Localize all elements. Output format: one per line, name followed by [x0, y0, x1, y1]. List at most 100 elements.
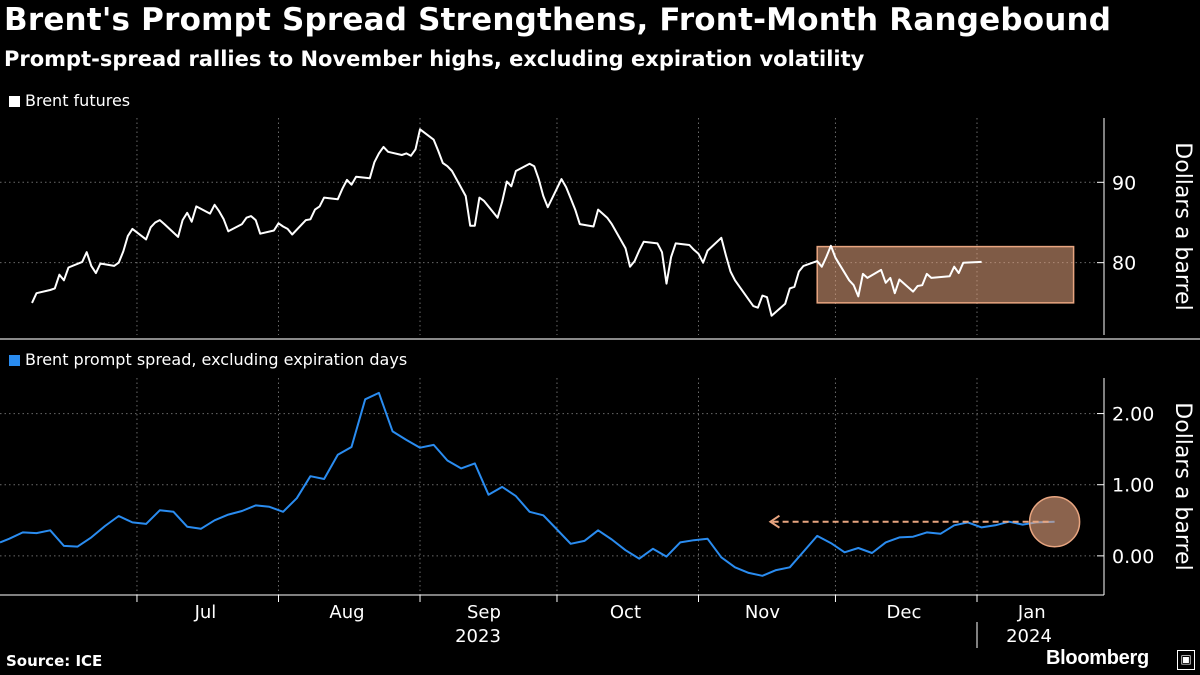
data-point [853, 284, 855, 286]
arrow-head [768, 514, 780, 529]
legend-swatch [9, 96, 20, 107]
data-point [1008, 0, 1010, 1]
data-point [597, 208, 599, 210]
data-point [834, 257, 836, 259]
y-tick-label: 80 [1112, 253, 1136, 275]
data-point [656, 242, 658, 244]
data-point [67, 266, 69, 268]
data-point [433, 444, 435, 446]
data-point [227, 230, 229, 232]
data-point [63, 279, 65, 281]
data-point [789, 287, 791, 289]
data-point [323, 478, 325, 480]
x-year-label: 2024 [1006, 626, 1052, 647]
data-point [282, 225, 284, 227]
data-point [871, 552, 873, 554]
data-point [58, 274, 60, 276]
legend-label: Brent prompt spread, excluding expiratio… [25, 350, 407, 369]
data-point [583, 540, 585, 542]
data-point [227, 513, 229, 515]
data-point [638, 249, 640, 251]
data-point [90, 536, 92, 538]
data-point [314, 208, 316, 210]
data-point [821, 266, 823, 268]
data-point [766, 296, 768, 298]
data-point [195, 205, 197, 207]
data-point [633, 260, 635, 262]
data-point [474, 462, 476, 464]
data-point [784, 303, 786, 305]
data-point [843, 551, 845, 553]
data-point [127, 235, 129, 237]
data-point [378, 152, 380, 154]
data-point [405, 152, 407, 154]
data-point [350, 446, 352, 448]
data-point [912, 290, 914, 292]
data-point [1017, 0, 1019, 1]
data-point [373, 161, 375, 163]
data-point [341, 188, 343, 190]
data-point [720, 237, 722, 239]
data-point [665, 282, 667, 284]
data-point [81, 261, 83, 263]
data-point [606, 217, 608, 219]
data-point [898, 536, 900, 538]
data-point [159, 509, 161, 511]
data-point [86, 251, 88, 253]
data-point [163, 223, 165, 225]
data-point [930, 277, 932, 279]
data-point [734, 566, 736, 568]
data-point [291, 233, 293, 235]
x-year-label: 2023 [455, 626, 501, 647]
data-point [697, 253, 699, 255]
data-point [866, 277, 868, 279]
data-point [802, 550, 804, 552]
data-point [574, 208, 576, 210]
data-point [643, 241, 645, 243]
data-point [191, 221, 193, 223]
data-point [95, 272, 97, 274]
data-point [90, 265, 92, 267]
data-point [465, 195, 467, 197]
data-point [752, 305, 754, 307]
y-tick-label: 1.00 [1112, 475, 1154, 497]
data-point [894, 292, 896, 294]
data-point [478, 196, 480, 198]
series-line [0, 391, 1055, 577]
data-point [885, 541, 887, 543]
x-tick-label: Nov [745, 602, 780, 623]
data-point [113, 265, 115, 267]
data-point [1012, 0, 1014, 1]
data-point [391, 430, 393, 432]
data-point [547, 206, 549, 208]
data-point [679, 541, 681, 543]
x-tick-label: Sep [467, 602, 501, 623]
data-point [218, 210, 220, 212]
data-point [542, 195, 544, 197]
data-point [213, 519, 215, 521]
data-point [761, 294, 763, 296]
data-point [665, 555, 667, 557]
data-point [296, 497, 298, 499]
data-point [177, 236, 179, 238]
data-point [570, 543, 572, 545]
data-point [848, 279, 850, 281]
data-point [528, 511, 530, 513]
chart-subtitle: Prompt-spread rallies to November highs,… [4, 47, 865, 71]
data-point [601, 212, 603, 214]
data-point [816, 535, 818, 537]
x-tick-label: Jul [194, 602, 217, 623]
data-point [501, 486, 503, 488]
data-point [273, 229, 275, 231]
data-point [720, 556, 722, 558]
data-point [131, 521, 133, 523]
data-point [857, 547, 859, 549]
data-point [186, 526, 188, 528]
data-point [597, 529, 599, 531]
data-point [1021, 0, 1023, 1]
brent-futures-panel: 80 90 Dollars a barrel Brent futures [0, 0, 1200, 340]
data-point [104, 525, 106, 527]
data-point [382, 146, 384, 148]
data-point [948, 275, 950, 277]
data-point [355, 176, 357, 178]
